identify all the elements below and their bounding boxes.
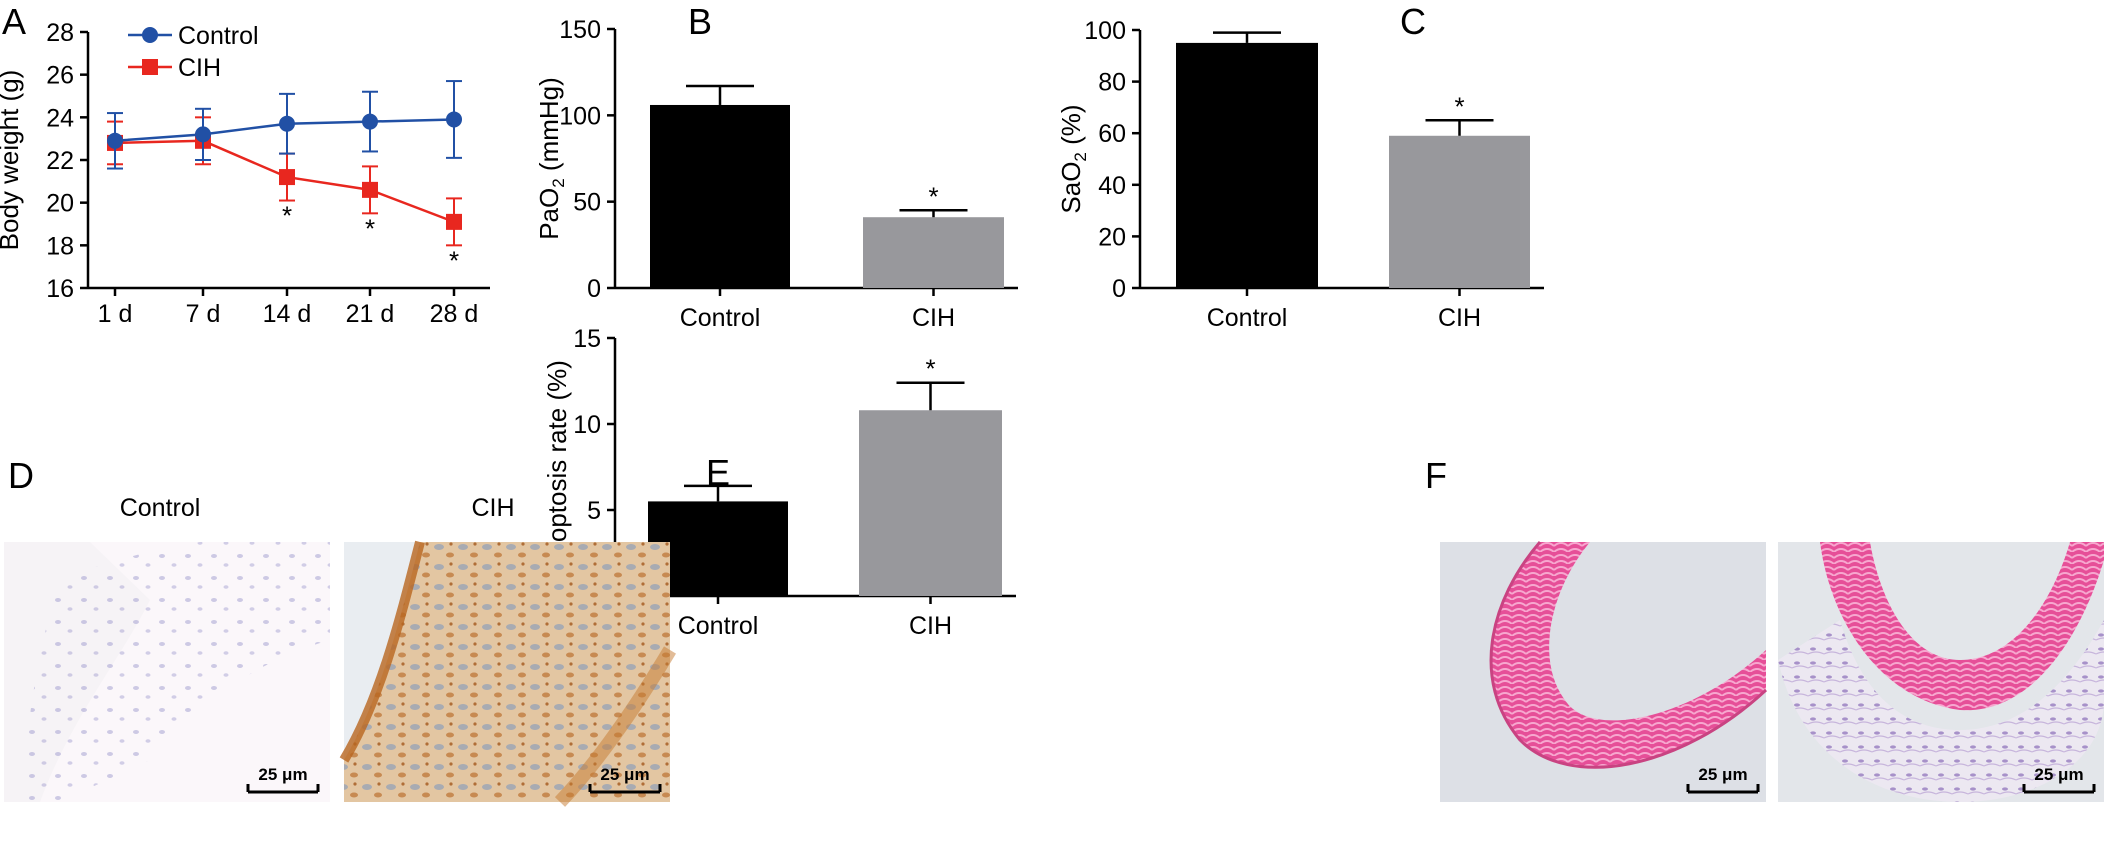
x-tick-label: 1 d xyxy=(98,300,133,328)
legend-marker xyxy=(142,27,158,43)
bar-control xyxy=(1176,42,1318,289)
panel-letter-f: F xyxy=(1425,455,1447,496)
scale-bar-label: 25 μm xyxy=(1698,765,1747,784)
x-tick-label: 21 d xyxy=(346,300,395,328)
x-tick-label: CIH xyxy=(909,612,952,640)
micrograph-f-cih: 25 μm xyxy=(1778,542,2104,802)
significance-marker: * xyxy=(365,213,375,243)
significance-marker: * xyxy=(449,245,459,275)
chart-c-sao2: 0 20 40 60 80 100 SaO2 (%) Control CIH * xyxy=(1056,17,1544,332)
data-point-control xyxy=(107,132,123,149)
significance-marker: * xyxy=(1454,91,1464,121)
legend-item-cih: CIH xyxy=(128,54,221,82)
data-point-cih xyxy=(279,169,295,186)
y-tick-label: 60 xyxy=(1098,120,1126,148)
bar-cih xyxy=(863,217,1004,288)
data-point-control xyxy=(195,126,211,143)
scale-bar-label: 25 μm xyxy=(600,765,649,784)
x-tick-label: 14 d xyxy=(263,300,312,328)
y-axis-label: SaO2 (%) xyxy=(1056,104,1090,213)
y-tick-label: 80 xyxy=(1098,69,1126,97)
data-point-cih xyxy=(446,213,462,230)
y-tick-label: 26 xyxy=(46,62,74,90)
y-tick-label: 28 xyxy=(46,19,74,47)
x-tick-label: CIH xyxy=(912,304,955,332)
y-axis-label: Body weight (g) xyxy=(0,70,24,251)
significance-marker: * xyxy=(928,181,938,211)
x-tick-label: 28 d xyxy=(430,300,479,328)
micrograph-f-control: 25 μm xyxy=(1440,541,1768,802)
micrograph-d-caption-control: Control xyxy=(120,494,201,522)
y-tick-label: 22 xyxy=(46,147,74,175)
scale-bar-label: 25 μm xyxy=(258,765,307,784)
x-tick-label: Control xyxy=(680,304,761,332)
scale-bar-label: 25 μm xyxy=(2034,765,2083,784)
chart-a-body-weight: 16 18 20 22 24 26 28 Body weight (g) 1 d 7 d 14 d 2… xyxy=(0,19,490,328)
panel-letter-b: B xyxy=(688,1,712,42)
x-tick-label: Control xyxy=(1207,304,1288,332)
y-tick-label: 24 xyxy=(46,104,74,132)
panel-letter-c: C xyxy=(1400,1,1426,42)
y-tick-label: 100 xyxy=(559,102,601,130)
bar-cih xyxy=(1389,135,1530,288)
y-axis-label: PaO2 (mmHg) xyxy=(534,77,568,240)
data-point-control xyxy=(446,111,462,128)
y-tick-label: 18 xyxy=(46,232,74,260)
legend-item-control: Control xyxy=(128,22,259,50)
legend-marker xyxy=(142,59,158,75)
panel-letter-a: A xyxy=(2,1,26,42)
y-tick-label: 150 xyxy=(559,16,601,44)
y-tick-label: 5 xyxy=(587,497,601,525)
y-tick-label: 15 xyxy=(573,325,601,353)
x-tick-label: Control xyxy=(678,612,759,640)
data-point-cih xyxy=(362,181,378,198)
x-tick-label: 7 d xyxy=(186,300,221,328)
y-tick-label: 40 xyxy=(1098,172,1126,200)
x-tick-label: CIH xyxy=(1438,304,1481,332)
legend-label: CIH xyxy=(178,54,221,82)
y-tick-label: 16 xyxy=(46,275,74,303)
y-tick-label: 50 xyxy=(573,189,601,217)
micrograph-d-caption-cih: CIH xyxy=(471,494,514,522)
micrograph-d-cih: 25 μm xyxy=(339,540,677,807)
bar-cih xyxy=(859,410,1002,596)
y-axis-label: Apoptosis rate (%) xyxy=(542,360,572,574)
y-tick-label: 20 xyxy=(1098,223,1126,251)
bar-control xyxy=(648,501,788,596)
panel-letter-d: D xyxy=(8,455,34,496)
significance-marker: * xyxy=(925,354,935,384)
data-point-control xyxy=(362,113,378,130)
significance-marker: * xyxy=(282,201,292,231)
micrograph-d-control: 25 μm xyxy=(4,542,330,802)
y-tick-label: 0 xyxy=(1112,275,1126,303)
y-tick-label: 100 xyxy=(1084,17,1126,45)
bar-control xyxy=(650,104,790,289)
y-tick-label: 10 xyxy=(573,411,601,439)
legend-label: Control xyxy=(178,22,259,50)
y-tick-label: 20 xyxy=(46,190,74,218)
chart-b-pao2: 0 50 100 150 PaO2 (mmHg) Control CIH * xyxy=(534,16,1018,332)
y-tick-label: 0 xyxy=(587,275,601,303)
data-point-control xyxy=(279,115,295,132)
